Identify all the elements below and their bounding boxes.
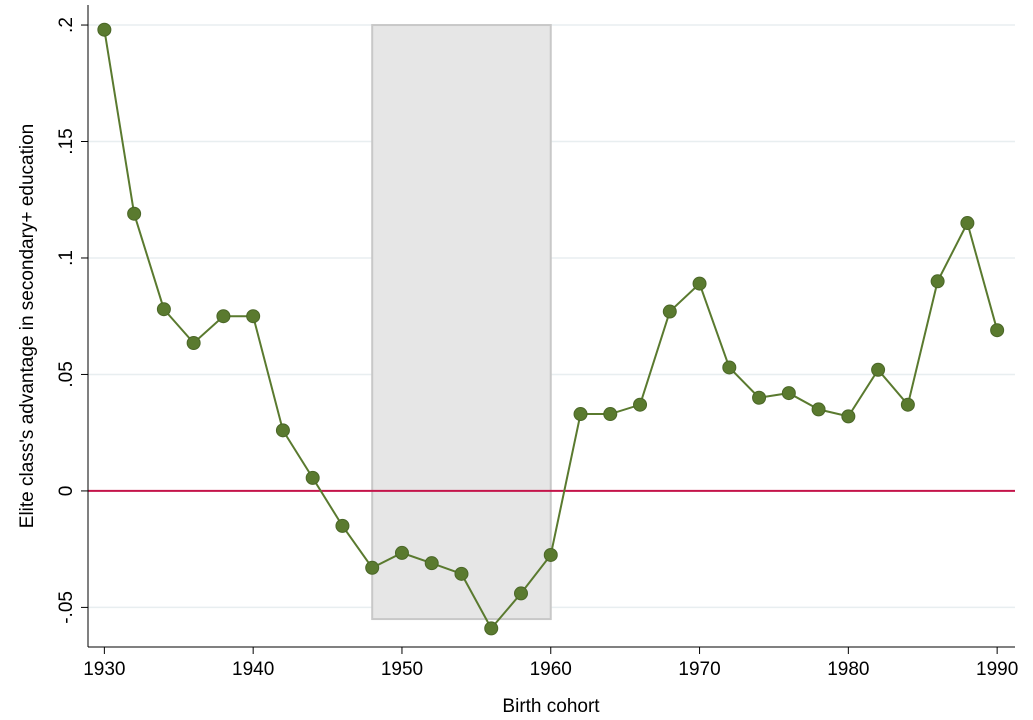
data-point xyxy=(871,362,886,377)
data-point xyxy=(692,276,707,291)
data-point xyxy=(97,22,112,37)
y-tick-label: .15 xyxy=(56,128,77,154)
y-tick-label: .2 xyxy=(56,17,77,33)
data-point xyxy=(900,397,915,412)
data-point xyxy=(930,274,945,289)
data-point xyxy=(603,407,618,422)
data-point xyxy=(127,206,142,221)
data-point xyxy=(752,390,767,405)
data-point xyxy=(811,402,826,417)
data-point xyxy=(633,397,648,412)
x-tick-label: 1950 xyxy=(381,659,423,680)
data-point xyxy=(662,304,677,319)
x-axis-label: Birth cohort xyxy=(502,696,600,717)
x-tick-label: 1990 xyxy=(976,659,1018,680)
x-tick-label: 1960 xyxy=(530,659,572,680)
data-point xyxy=(305,470,320,485)
data-point xyxy=(275,423,290,438)
data-point xyxy=(335,518,350,533)
data-point xyxy=(246,309,261,324)
y-tick-label: -.05 xyxy=(56,591,77,624)
data-point xyxy=(484,621,499,636)
data-point xyxy=(841,409,856,424)
data-point xyxy=(990,323,1005,338)
data-point xyxy=(156,302,171,317)
data-point xyxy=(513,586,528,601)
data-point xyxy=(394,545,409,560)
data-point xyxy=(543,547,558,562)
x-tick-label: 1930 xyxy=(83,659,125,680)
y-tick-label: .05 xyxy=(56,361,77,387)
y-tick-label: 0 xyxy=(56,486,77,497)
data-point xyxy=(722,360,737,375)
data-point xyxy=(454,566,469,581)
data-point xyxy=(424,556,439,571)
y-axis-label: Elite class's advantage in secondary+ ed… xyxy=(17,124,38,528)
data-point xyxy=(573,407,588,422)
y-tick-label: .1 xyxy=(56,250,77,266)
x-tick-label: 1970 xyxy=(678,659,720,680)
x-tick-label: 1980 xyxy=(827,659,869,680)
shaded-region xyxy=(371,24,552,621)
data-point xyxy=(781,386,796,401)
data-point xyxy=(365,560,380,575)
data-point xyxy=(186,336,201,351)
x-tick-label: 1940 xyxy=(232,659,274,680)
data-point xyxy=(960,216,975,231)
data-point xyxy=(216,309,231,324)
